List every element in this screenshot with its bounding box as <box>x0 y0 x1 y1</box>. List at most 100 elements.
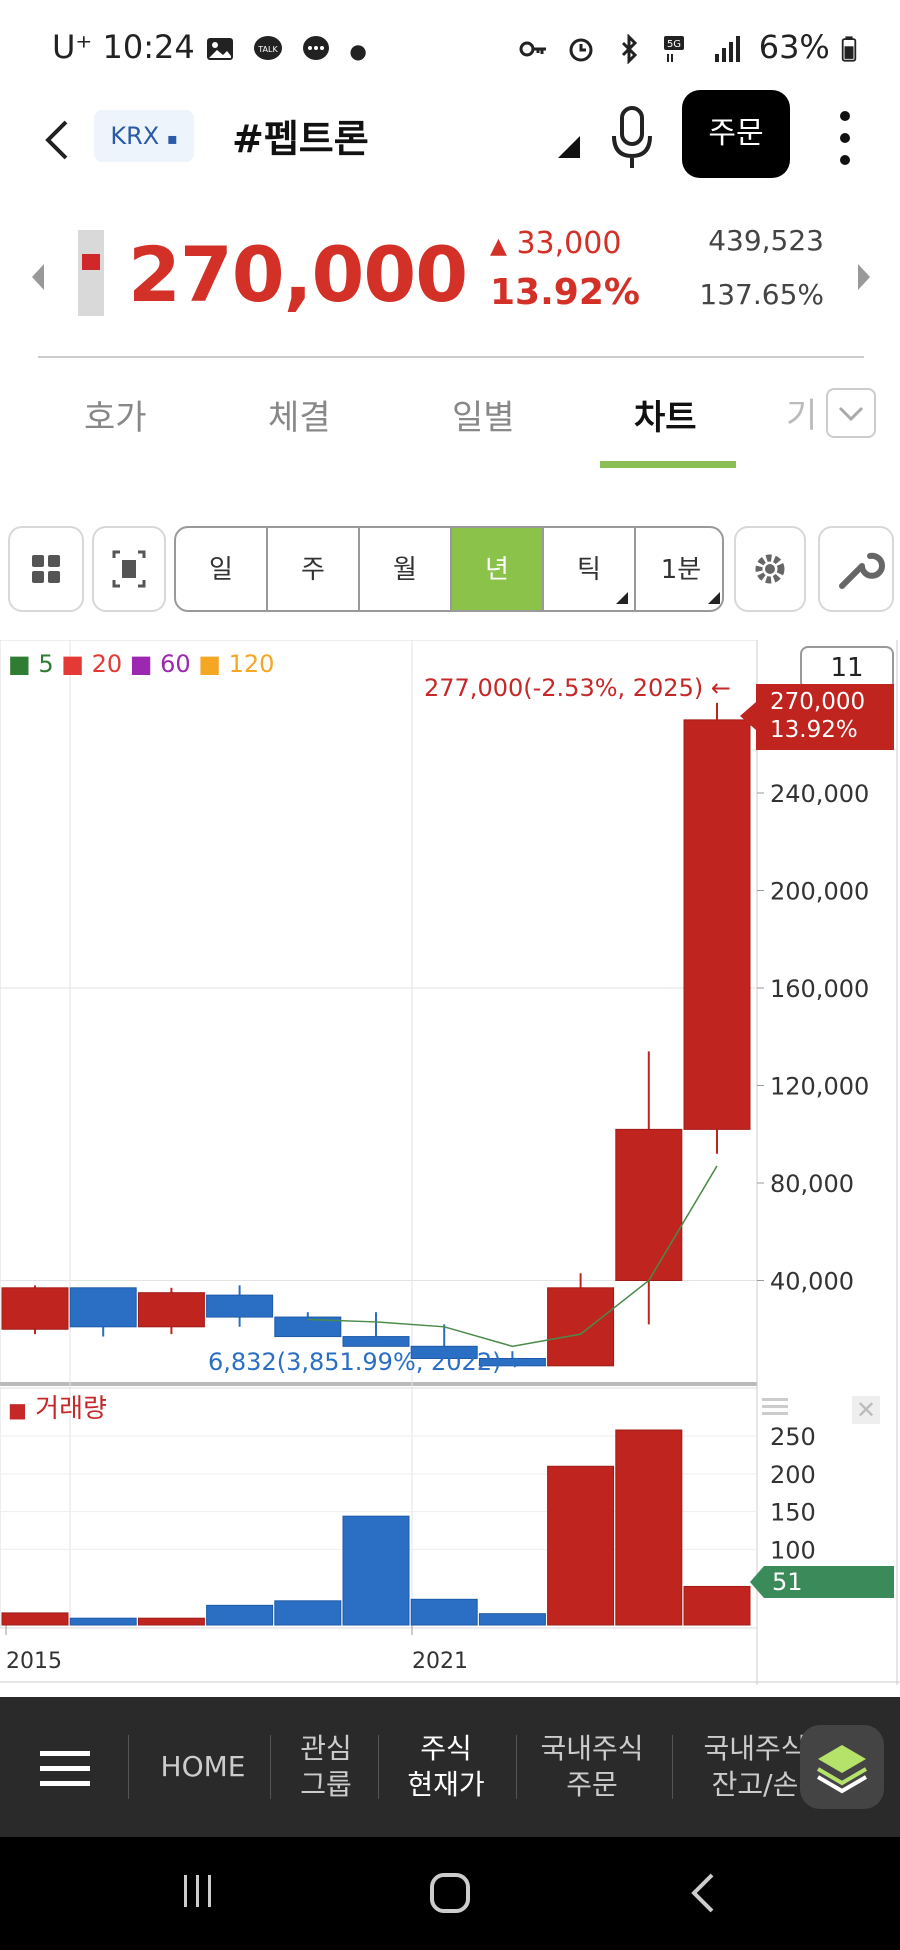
exchange-badge[interactable]: KRX ▪ <box>94 110 194 162</box>
candle-count-box[interactable]: 11 <box>800 646 894 690</box>
volume-bar <box>342 1515 410 1626</box>
dropdown-corner-icon <box>708 592 720 604</box>
status-time: U⁺ 10:24 TALK ● <box>52 28 367 66</box>
volume-bar <box>547 1465 615 1626</box>
candle-body <box>274 1316 342 1338</box>
volume-bar <box>206 1604 274 1626</box>
dropdown-corner-icon <box>616 592 628 604</box>
volume-bar <box>615 1429 683 1626</box>
battery-percent: 63% <box>758 28 830 66</box>
dot-icon: ● <box>349 39 367 63</box>
volume-legend-label: 거래량 <box>35 1394 107 1424</box>
nav-domestic-order[interactable]: 국내주식 주문 <box>540 1732 644 1801</box>
moving-average-legend: ■ 5 ■ 20 ■ 60 ■ 120 <box>8 650 274 678</box>
period-month[interactable]: 월 <box>360 528 452 610</box>
microphone-icon[interactable] <box>604 102 660 172</box>
tab-chart[interactable]: 차트 <box>634 398 697 438</box>
nav-home[interactable]: HOME <box>160 1750 246 1783</box>
bluetooth-icon <box>622 34 638 64</box>
price-axis-label: 120,000 <box>770 1073 869 1101</box>
price-axis-label: 40,000 <box>770 1268 854 1296</box>
candle-body <box>69 1287 137 1328</box>
prev-stock-arrow-icon[interactable] <box>30 262 46 292</box>
tools-button[interactable] <box>818 526 894 612</box>
layout-button[interactable] <box>8 526 84 612</box>
nav-divider <box>128 1735 129 1799</box>
nav-stock-price[interactable]: 주식 현재가 <box>407 1732 485 1801</box>
candle-body <box>137 1292 205 1328</box>
status-indicators: 5G 63% <box>518 28 866 66</box>
period-minute-label: 1분 <box>660 555 702 585</box>
period-selector: 일 주 월 년 틱 1분 <box>174 526 724 612</box>
candle-body <box>1 1287 69 1330</box>
period-minute[interactable]: 1분 <box>636 528 722 610</box>
stock-dropdown-icon[interactable] <box>558 136 580 158</box>
svg-text:5G: 5G <box>667 39 681 50</box>
period-week[interactable]: 주 <box>268 528 360 610</box>
current-price: 270,000 <box>128 230 468 319</box>
capture-button[interactable] <box>92 526 166 612</box>
candle-body <box>206 1294 274 1318</box>
gallery-icon <box>206 38 233 60</box>
candle-body <box>547 1287 615 1367</box>
volume-bar <box>683 1585 751 1626</box>
app-header: KRX ▪ #펩트론 주문 <box>0 90 900 210</box>
system-nav-bar <box>0 1837 900 1950</box>
more-options-icon[interactable] <box>830 104 860 174</box>
chart-toolbar: 일 주 월 년 틱 1분 <box>0 526 900 616</box>
recent-apps-icon[interactable] <box>178 1871 218 1911</box>
chart-canvas[interactable]: 40,000 80,000 120,000 160,000 200,000 240,000… <box>0 640 900 1685</box>
current-price-tag: 270,000 13.92% <box>740 684 894 750</box>
svg-text:TALK: TALK <box>257 45 278 54</box>
period-year[interactable]: 년 <box>452 528 544 610</box>
price-axis-label: 200,000 <box>770 878 869 906</box>
chevron-down-icon <box>838 406 864 422</box>
network-5g-icon: 5G <box>664 36 685 62</box>
layers-button[interactable] <box>800 1725 884 1809</box>
period-day[interactable]: 일 <box>176 528 268 610</box>
hamburger-menu-icon[interactable] <box>40 1749 90 1789</box>
x-axis-label: 2015 <box>6 1649 62 1674</box>
close-icon[interactable]: ✕ <box>852 1396 880 1424</box>
candle-body <box>683 719 751 1130</box>
status-bar: U⁺ 10:24 TALK ● 5G 63% <box>0 0 900 100</box>
layers-icon <box>816 1745 868 1794</box>
mini-candle-icon <box>78 230 104 316</box>
volume-bar <box>69 1617 137 1626</box>
price-axis-label: 240,000 <box>770 780 869 808</box>
back-icon[interactable] <box>688 1871 718 1915</box>
volume-menu-icon[interactable] <box>762 1396 788 1418</box>
volume-axis-label: 150 <box>770 1499 816 1527</box>
order-button[interactable]: 주문 <box>682 90 790 178</box>
candle-body <box>478 1358 546 1367</box>
tab-expand-button[interactable] <box>826 388 876 438</box>
home-icon[interactable] <box>428 1871 472 1915</box>
gear-icon <box>755 554 785 584</box>
tab-more-partial[interactable]: 기 <box>786 396 818 436</box>
nav-watch-group[interactable]: 관심 그룹 <box>300 1732 352 1801</box>
volume-axis-label: 250 <box>770 1423 816 1451</box>
wrench-icon <box>839 552 885 589</box>
key-icon <box>519 41 546 57</box>
clock: 10:24 <box>102 28 195 66</box>
stock-chart[interactable]: 40,000 80,000 120,000 160,000 200,000 240,000… <box>0 640 900 1685</box>
chart-settings-button[interactable] <box>734 526 806 612</box>
high-annotation: 277,000(-2.53%, 2025) ← <box>424 674 731 702</box>
nav-divider <box>672 1735 673 1799</box>
next-stock-arrow-icon[interactable] <box>856 262 872 292</box>
back-arrow-icon[interactable] <box>36 110 86 170</box>
trade-volume: 439,523 <box>708 224 824 257</box>
volume-axis-label: 200 <box>770 1461 816 1489</box>
candle-body <box>615 1128 683 1281</box>
price-axis-label: 160,000 <box>770 975 869 1003</box>
tab-hoga[interactable]: 호가 <box>84 398 147 438</box>
low-annotation: 6,832(3,851.99%, 2022) ← <box>208 1348 530 1376</box>
stock-name[interactable]: #펩트론 <box>232 117 369 161</box>
nav-domestic-balance[interactable]: 국내주식 잔고/손 <box>703 1732 807 1801</box>
tab-trades[interactable]: 체결 <box>268 398 331 438</box>
period-tick[interactable]: 틱 <box>544 528 636 610</box>
volume-legend: ■ 거래량 <box>8 1394 107 1424</box>
tab-daily[interactable]: 일별 <box>452 398 515 438</box>
exchange-toggle-icon: ▪ <box>166 129 178 148</box>
